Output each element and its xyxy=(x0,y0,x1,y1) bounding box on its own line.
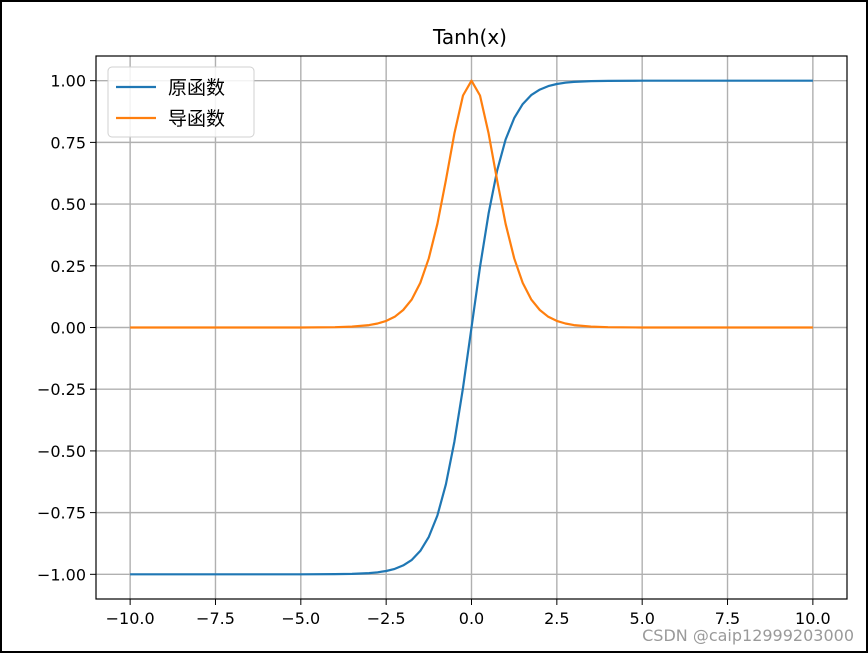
y-tick-label: 1.00 xyxy=(50,72,86,91)
y-tick-label: −0.75 xyxy=(37,504,86,523)
legend-box xyxy=(107,66,255,138)
y-tick-label: 0.00 xyxy=(50,319,86,338)
y-tick-label: 0.50 xyxy=(50,195,86,214)
axis-ticks: −10.0 −7.5 −5.0 −2.5 0.0 2.5 5.0 7.5 10.0 −1.00 −0… xyxy=(37,72,831,628)
x-tick-label: −2.5 xyxy=(367,609,406,628)
y-tick-label: −1.00 xyxy=(37,565,86,584)
legend-label: 导函数 xyxy=(168,108,225,130)
y-tick-label: 0.25 xyxy=(50,257,86,276)
y-tick-label: 0.75 xyxy=(50,133,86,152)
x-tick-label: 7.5 xyxy=(715,609,740,628)
y-tick-label: −0.50 xyxy=(37,442,86,461)
series-lines xyxy=(130,79,813,576)
watermark-text: CSDN @caip12999203000 xyxy=(642,626,854,645)
x-tick-label: −10.0 xyxy=(106,609,155,628)
x-tick-label: −5.0 xyxy=(281,609,320,628)
x-tick-label: 2.5 xyxy=(544,609,569,628)
y-tick-label: −0.25 xyxy=(37,380,86,399)
legend-label: 原函数 xyxy=(168,77,225,99)
x-tick-label: 0.0 xyxy=(459,609,484,628)
x-tick-label: 5.0 xyxy=(629,609,654,628)
chart-title: Tanh(x) xyxy=(432,25,507,49)
series-line-2 xyxy=(130,79,813,329)
series-line-1 xyxy=(130,79,813,576)
x-tick-label: −7.5 xyxy=(196,609,235,628)
x-tick-label: 10.0 xyxy=(795,609,831,628)
